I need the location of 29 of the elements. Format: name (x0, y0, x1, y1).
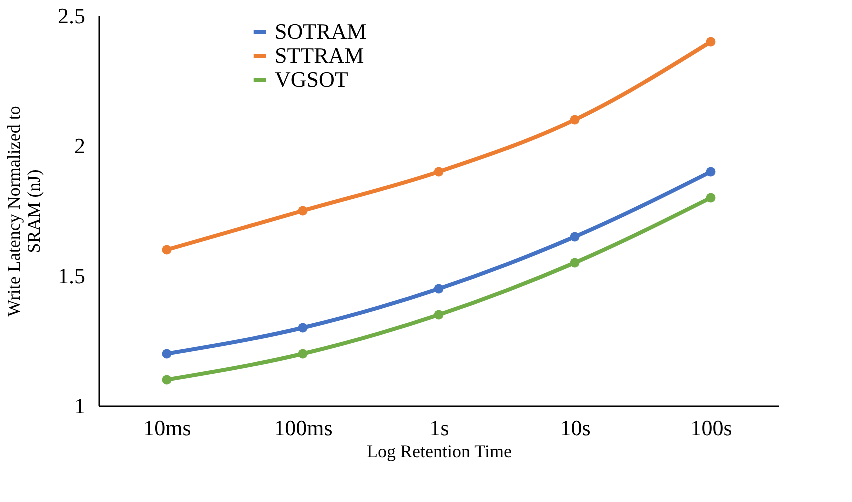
point (570, 115, 580, 125)
point (162, 349, 172, 359)
y-tick-label: 2 (74, 134, 86, 158)
y-tick-label: 2.5 (58, 4, 86, 28)
y-axis-title: Write Latency Normalized to SRAM (nJ) (4, 106, 44, 317)
point (298, 323, 308, 333)
y-tick-label: 1.5 (58, 264, 86, 288)
point (706, 193, 716, 203)
point (298, 349, 308, 359)
legend-label: SOTRAM (275, 19, 367, 44)
x-axis-title: Log Retention Time (366, 442, 512, 462)
x-tick-label: 1s (430, 416, 450, 440)
point (434, 284, 444, 294)
point (434, 310, 444, 320)
x-tick-label: 10s (560, 416, 591, 440)
x-tick-label: 100s (690, 416, 732, 440)
point (570, 258, 580, 268)
point (706, 37, 716, 47)
x-tick-label: 100ms (274, 416, 333, 440)
point (706, 167, 716, 177)
point (570, 232, 580, 242)
point (298, 206, 308, 216)
y-tick-label: 1 (74, 394, 86, 418)
point (162, 375, 172, 385)
legend-label: STTRAM (275, 43, 364, 68)
legend-label: VGSOT (275, 67, 349, 92)
point (434, 167, 444, 177)
point (162, 245, 172, 255)
x-tick-label: 10ms (144, 416, 192, 440)
